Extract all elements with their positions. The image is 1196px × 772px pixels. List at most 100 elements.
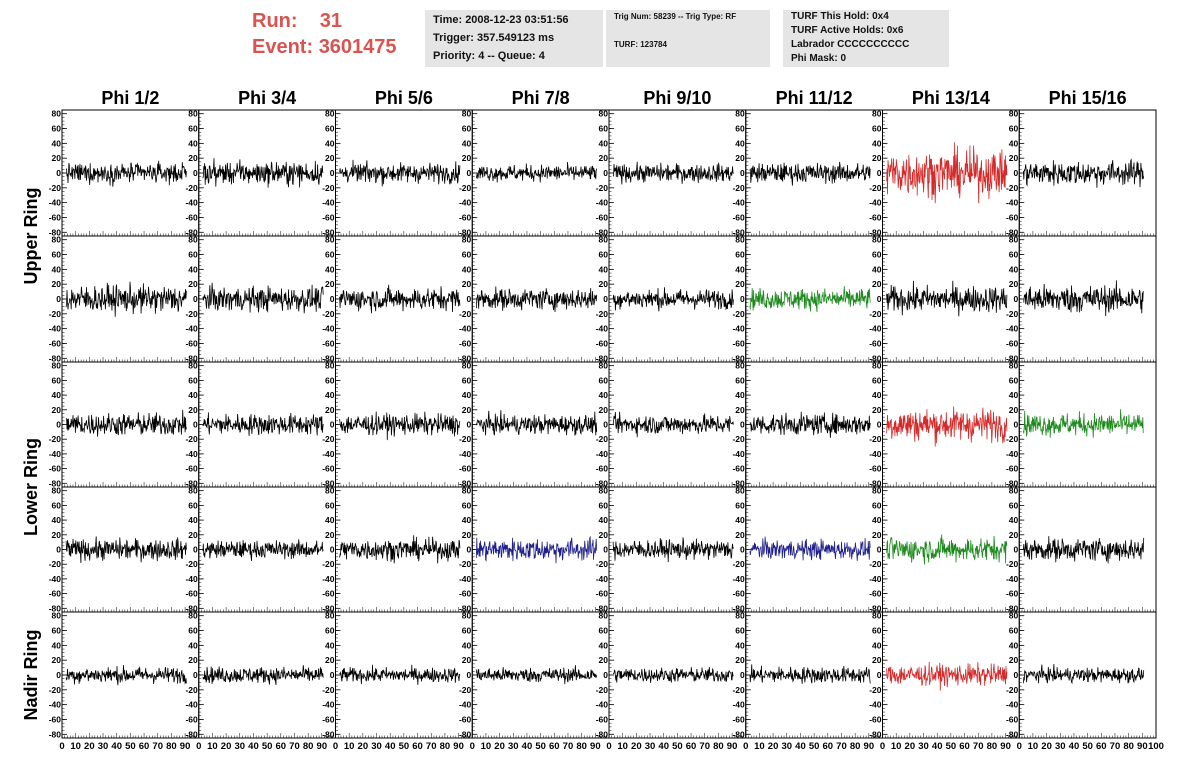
waveform-trace [886, 534, 1008, 565]
y-tick-label: 20 [52, 655, 62, 665]
x-tick-label: 40 [111, 741, 122, 752]
y-tick-label: 80 [1009, 109, 1019, 119]
x-tick-label: 40 [248, 741, 259, 752]
y-tick-label: -40 [459, 449, 472, 459]
trigger-text: Trigger: 357.549123 ms [433, 32, 555, 44]
x-tick-label: 0 [196, 741, 201, 752]
y-tick-label: 20 [188, 153, 198, 163]
waveform-trace [202, 158, 324, 188]
y-tick-label: -40 [459, 700, 472, 710]
y-tick-label: -60 [49, 338, 62, 348]
waveform-trace [886, 406, 1008, 447]
y-tick-label: -60 [732, 589, 745, 599]
trigger-info-box: Trig Num: 58239 -- Trig Type: RF TURF: 1… [606, 10, 770, 67]
x-tick-label: 40 [932, 741, 943, 752]
y-tick-label: -80 [322, 603, 335, 613]
x-tick-label: 20 [1041, 741, 1052, 752]
y-tick-label: -20 [49, 434, 62, 444]
y-tick-label: 0 [1014, 168, 1019, 178]
y-tick-label: 20 [872, 279, 882, 289]
y-tick-label: 40 [1009, 390, 1019, 400]
waveform-trace [339, 159, 461, 187]
y-tick-label: 40 [599, 515, 609, 525]
y-tick-label: -60 [596, 464, 609, 474]
y-tick-label: -40 [459, 198, 472, 208]
y-tick-label: 0 [603, 545, 608, 555]
y-tick-label: 80 [52, 486, 62, 496]
y-tick-label: 20 [599, 655, 609, 665]
y-tick-label: 20 [599, 279, 609, 289]
x-tick-label: 90 [727, 741, 738, 752]
priority-text: Priority: 4 -- Queue: 4 [433, 50, 545, 62]
y-tick-label: 80 [735, 486, 745, 496]
y-tick-label: -40 [49, 198, 62, 208]
time-text: Time: 2008-12-23 03:51:56 [433, 14, 569, 26]
y-tick-label: 60 [872, 500, 882, 510]
waveform-trace [886, 661, 1008, 691]
y-tick-label: -80 [49, 478, 62, 488]
y-tick-label: -20 [869, 309, 882, 319]
y-tick-label: -40 [322, 700, 335, 710]
y-tick-label: 0 [193, 168, 198, 178]
y-tick-label: 0 [467, 670, 472, 680]
x-tick-label: 100 [1148, 741, 1164, 752]
y-tick-label: -60 [1006, 714, 1019, 724]
y-tick-label: -40 [49, 574, 62, 584]
y-tick-label: 40 [462, 138, 472, 148]
y-tick-label: 80 [599, 611, 609, 621]
y-tick-label: 20 [188, 405, 198, 415]
y-tick-label: 20 [1009, 530, 1019, 540]
y-tick-label: -80 [1006, 729, 1019, 739]
waveform-trace [1023, 536, 1145, 564]
x-tick-label: 60 [412, 741, 423, 752]
y-tick-label: -40 [596, 574, 609, 584]
y-tick-label: 40 [325, 515, 335, 525]
y-tick-label: 0 [193, 420, 198, 430]
y-tick-label: 60 [52, 626, 62, 636]
y-tick-label: 60 [599, 250, 609, 260]
y-tick-label: -20 [596, 309, 609, 319]
y-tick-label: 40 [735, 390, 745, 400]
y-tick-label: -20 [596, 559, 609, 569]
y-tick-label: 40 [599, 390, 609, 400]
y-tick-label: 0 [56, 545, 61, 555]
waveform-trace [65, 536, 187, 564]
y-tick-label: 20 [599, 405, 609, 415]
y-tick-label: 40 [599, 640, 609, 650]
y-tick-label: -20 [732, 434, 745, 444]
x-tick-label: 10 [754, 741, 765, 752]
y-tick-label: -40 [732, 324, 745, 334]
y-tick-label: -80 [732, 729, 745, 739]
y-tick-label: 80 [599, 235, 609, 245]
y-tick-label: 80 [735, 109, 745, 119]
x-tick-label: 50 [125, 741, 136, 752]
x-tick-label: 80 [1123, 741, 1134, 752]
x-tick-label: 80 [850, 741, 861, 752]
y-tick-label: 80 [462, 235, 472, 245]
y-tick-label: 60 [735, 626, 745, 636]
y-tick-label: -60 [732, 212, 745, 222]
waveform-trace [202, 282, 324, 314]
waveform-trace [612, 667, 734, 684]
x-tick-label: 10 [617, 741, 628, 752]
y-tick-label: 80 [1009, 361, 1019, 371]
y-tick-label: -60 [49, 714, 62, 724]
y-tick-label: 80 [325, 611, 335, 621]
y-tick-label: 20 [325, 279, 335, 289]
y-tick-label: 20 [188, 655, 198, 665]
y-tick-label: -20 [732, 183, 745, 193]
x-tick-label: 60 [276, 741, 287, 752]
y-tick-label: -60 [732, 338, 745, 348]
waveform-trace [749, 536, 871, 561]
y-tick-label: -20 [185, 685, 198, 695]
y-tick-label: 20 [735, 279, 745, 289]
y-tick-label: -40 [322, 198, 335, 208]
y-tick-label: -40 [732, 574, 745, 584]
y-tick-label: 0 [330, 670, 335, 680]
y-tick-label: -60 [596, 338, 609, 348]
y-tick-label: 60 [599, 500, 609, 510]
waveform-trace [612, 411, 734, 438]
y-tick-label: -40 [869, 324, 882, 334]
y-tick-label: 20 [599, 153, 609, 163]
